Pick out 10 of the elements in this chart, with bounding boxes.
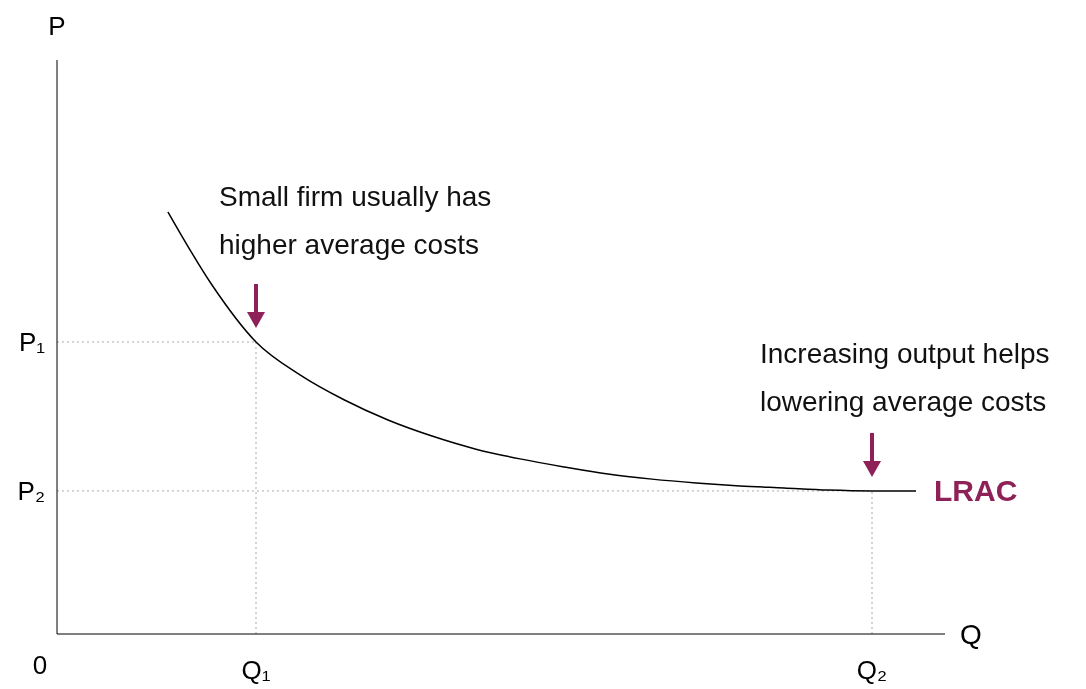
ref-line-label: P₂ bbox=[17, 475, 45, 506]
text: 0 bbox=[32, 650, 48, 680]
series-label: LRAC bbox=[934, 473, 1018, 507]
x-axis-title: Q bbox=[960, 619, 982, 650]
ref-line-label: P₁ bbox=[18, 326, 46, 357]
x-tick-label: Q₂ bbox=[856, 655, 888, 685]
text: P bbox=[48, 11, 66, 41]
annotation: Small firm usually has higher average costs bbox=[219, 180, 492, 260]
x-tick-label: Q₁ bbox=[241, 655, 271, 685]
annotation: Increasing output helps lowering average costs bbox=[760, 337, 1050, 417]
